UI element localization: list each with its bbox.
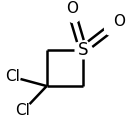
- Text: Cl: Cl: [5, 69, 20, 84]
- Text: O: O: [113, 14, 125, 29]
- Text: S: S: [78, 41, 88, 59]
- Text: Cl: Cl: [16, 103, 30, 118]
- Text: O: O: [67, 1, 79, 16]
